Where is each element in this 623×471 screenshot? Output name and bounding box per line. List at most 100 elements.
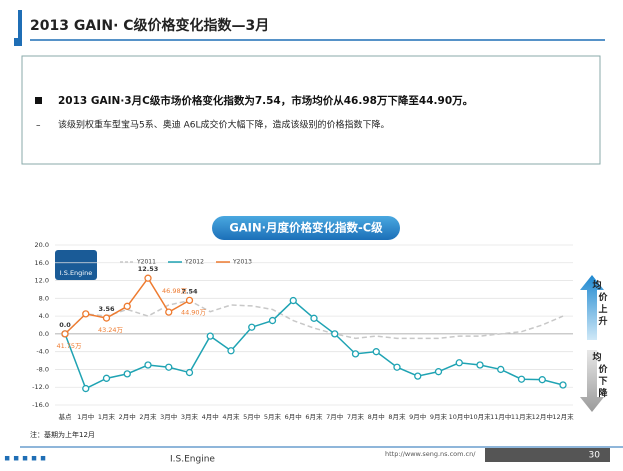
point [82,384,90,393]
point [82,310,90,318]
x-tick-label: 6月中 [285,412,302,421]
x-tick-label: 3月末 [181,412,199,421]
legend-label: Y2011 [136,259,156,266]
dash: – [36,121,41,131]
x-tick-label: 12月末 [552,412,574,421]
point [102,314,111,322]
x-tick-label: 12月中 [532,412,553,421]
annotation: 41.75万 [56,342,82,350]
point [123,302,131,310]
x-tick-label: 7月中 [326,412,343,421]
y-tick-label: 20.0 [35,241,49,249]
logo-box [55,250,97,280]
x-tick-label: 10月中 [449,412,470,421]
chart-note: 注：基期为上年12月 [30,430,95,439]
side-label: 均价下降 [592,351,608,399]
legend-label: Y2012 [184,259,204,266]
down-arrow [580,350,604,412]
point [351,350,360,358]
footer-brand: I.S.Engine [170,455,215,465]
value-label: 7.54 [181,287,198,295]
x-tick-label: 9月末 [430,412,448,421]
page-number: 30 [589,451,601,461]
y-tick-label: 8.0 [39,294,49,302]
x-tick-label: 4月末 [222,412,240,421]
footer-url: http://www.seng.ns.com.cn/ [385,450,476,458]
point [538,376,546,384]
x-tick-label: 7月末 [347,412,365,421]
point [123,370,131,378]
y-tick-label: 12.0 [35,277,49,285]
point [559,381,567,389]
y-tick-label: -8.0 [36,365,49,373]
x-tick-label: 基点 [59,412,73,421]
page-box [485,448,610,462]
y-tick-label: -4.0 [36,348,49,356]
point [268,316,277,325]
chart-title: GAIN·月度价格变化指数-C级 [229,221,383,235]
point [206,332,214,340]
point [517,375,526,383]
x-tick-label: 9月中 [409,412,426,421]
point [165,363,173,371]
point [289,296,297,305]
x-tick-label: 5月中 [243,412,260,421]
annotation: 46.98万 [162,287,188,295]
value-label: 3.56 [98,305,115,313]
header-accent [18,10,22,44]
x-tick-label: 11月末 [511,412,533,421]
value-label: 12.53 [138,265,159,273]
x-tick-label: 8月中 [368,412,385,421]
x-tick-label: 4月中 [202,412,219,421]
point [331,330,339,338]
annotation: 44.90万 [181,308,207,316]
point [476,361,484,369]
x-tick-label: 2月末 [139,412,157,421]
x-tick-label: 2月中 [119,412,136,421]
x-tick-label: 8月末 [388,412,406,421]
x-tick-label: 10月末 [469,412,491,421]
point [144,274,152,282]
x-tick-label: 1月末 [98,412,116,421]
y-tick-label: -12.0 [32,383,49,391]
up-arrow [580,275,604,340]
point [455,359,463,367]
point [372,348,380,356]
value-label: 0.0 [59,321,71,329]
y-tick-label: 16.0 [35,259,49,267]
bullet [35,97,42,104]
point [185,296,194,305]
side-label: 均价上升 [592,279,608,327]
point [497,365,505,374]
x-tick-label: 5月末 [264,412,282,421]
point [61,330,69,338]
legend-label: Y2013 [232,259,252,266]
x-tick-label: 6月末 [305,412,323,421]
point [248,323,256,331]
chart-title-pill [212,216,400,240]
summary-box [21,55,601,165]
point [165,308,173,316]
footer-dots: ▪ ▪ ▪ ▪ ▪ [4,454,46,464]
point [434,368,443,376]
header-title: 2013 GAIN· C级价格变化指数—3月 [30,17,269,34]
header-square [14,38,22,46]
annotation: 43.24万 [98,326,124,334]
y-tick-label: 0.0 [39,330,49,338]
x-tick-label: 1月中 [77,412,94,421]
summary-line: 2013 GAIN·3月C级市场价格变化指数为7.54，市场均价从46.98万下… [58,94,473,107]
point [310,314,318,322]
point [185,368,194,377]
x-tick-label: 3月中 [160,412,177,421]
y-tick-label: 4.0 [39,312,49,320]
point [227,347,235,355]
point [102,374,111,382]
y-tick-label: -16.0 [32,401,49,409]
summary-line: 该级别权重车型宝马5系、奥迪 A6L成交价大幅下降，造成该级别的价格指数下降。 [58,119,390,131]
point [393,363,401,371]
logo: I.S.Engine [60,269,92,277]
point [144,361,152,369]
x-tick-label: 11月中 [490,412,511,421]
point [414,372,422,380]
